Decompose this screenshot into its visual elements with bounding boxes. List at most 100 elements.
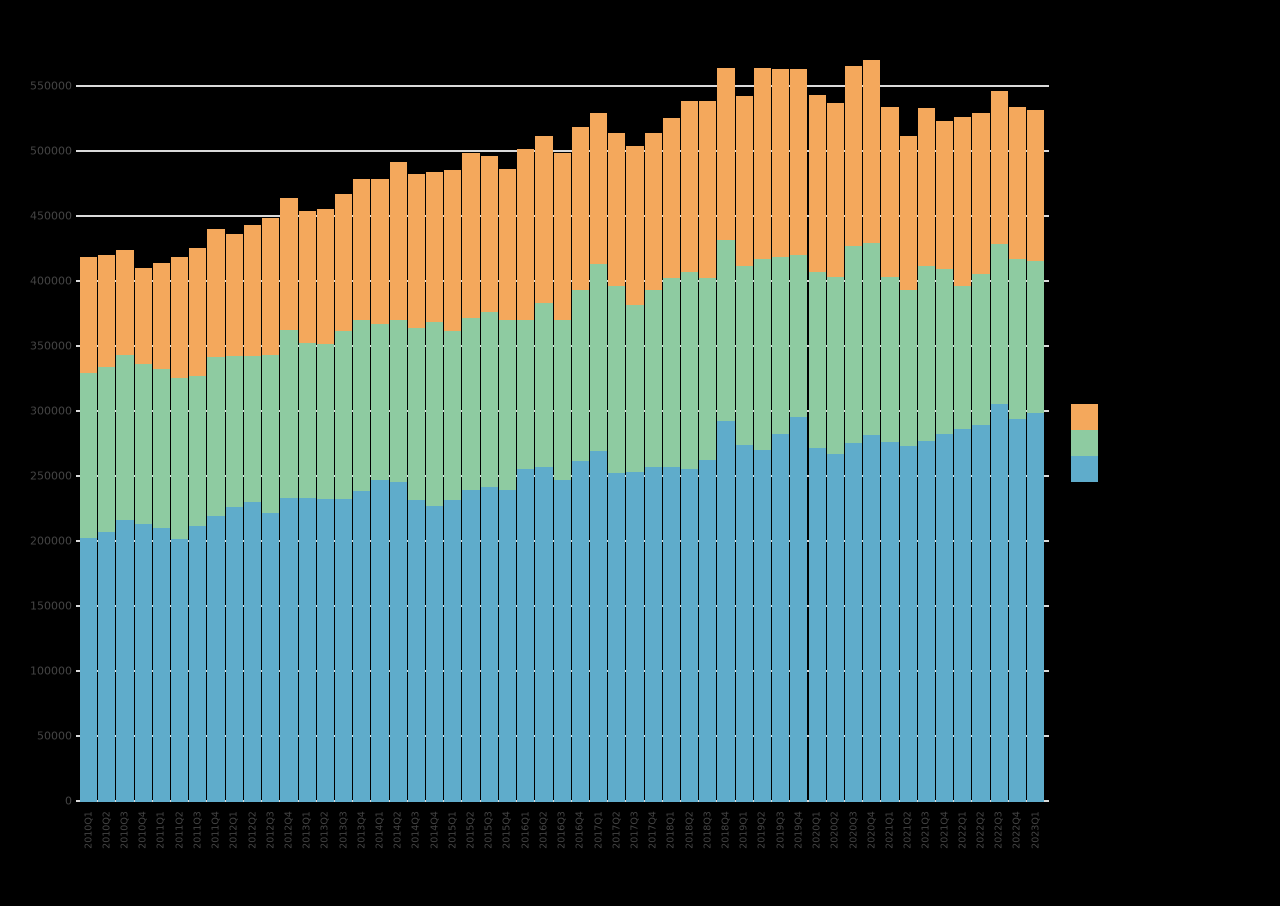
y-tick-label: 500000 [30, 144, 72, 158]
y-tick-label: 550000 [30, 79, 72, 93]
segment-blue [407, 500, 426, 802]
segment-green [535, 302, 553, 467]
bar-2021Q3 [917, 107, 935, 802]
x-tick-label: 2011Q2 [174, 811, 186, 849]
segment-orange [644, 132, 662, 290]
segment-orange [480, 155, 498, 312]
segment-orange [954, 116, 972, 286]
segment-orange [389, 162, 407, 320]
segment-orange [553, 153, 571, 320]
segment-green [116, 354, 134, 520]
segment-blue [98, 531, 116, 802]
segment-blue [1008, 418, 1027, 802]
x-tick-label: 2019Q3 [775, 811, 787, 849]
segment-green [644, 289, 662, 467]
x-tick-label: 2020Q2 [829, 811, 841, 849]
bar-2023Q1 [1027, 110, 1045, 802]
segment-green [717, 240, 735, 422]
segment-green [936, 269, 954, 435]
segment-blue [990, 404, 1008, 802]
y-tick-label: 450000 [30, 209, 72, 223]
bar-2012Q2 [243, 224, 262, 802]
bar-2018Q2 [681, 101, 699, 802]
y-tick-label: 250000 [30, 469, 72, 483]
x-tick-label: 2016Q1 [520, 811, 532, 849]
segment-blue [844, 443, 863, 802]
segment-green [917, 266, 935, 441]
segment-blue [772, 434, 790, 802]
x-tick-label: 2012Q2 [247, 811, 259, 849]
x-tick-label: 2013Q3 [338, 811, 350, 849]
segment-green [826, 276, 844, 454]
bar-2016Q1 [517, 149, 535, 802]
bar-2012Q3 [262, 218, 280, 802]
segment-blue [644, 466, 662, 802]
x-tick-label: 2013Q1 [301, 811, 313, 849]
segment-blue [262, 513, 280, 802]
segment-orange [1027, 110, 1045, 262]
bar-2013Q3 [334, 193, 353, 802]
y-tick-label: 100000 [30, 664, 72, 678]
segment-green [681, 271, 699, 470]
x-tick-label: 2019Q1 [738, 811, 750, 849]
segment-orange [316, 209, 334, 345]
bar-2010Q4 [134, 267, 152, 802]
segment-blue [808, 448, 826, 802]
segment-green [171, 378, 189, 540]
x-tick-label: 2018Q4 [720, 811, 732, 849]
x-tick-label: 2014Q1 [374, 811, 386, 849]
segment-orange [735, 96, 753, 267]
bar-2012Q4 [280, 197, 298, 802]
bar-2019Q3 [772, 68, 790, 802]
segment-orange [298, 210, 316, 344]
segment-green [571, 289, 589, 462]
segment-green [553, 319, 571, 480]
segment-green [426, 322, 444, 506]
segment-orange [334, 193, 353, 332]
segment-blue [626, 471, 644, 802]
segment-orange [98, 254, 116, 367]
segment-green [98, 366, 116, 532]
segment-green [735, 266, 753, 445]
x-tick-label: 2015Q3 [483, 811, 495, 849]
segment-blue [225, 506, 243, 802]
segment-blue [753, 449, 772, 802]
segment-green [444, 331, 462, 501]
segment-blue [444, 500, 462, 802]
segment-orange [881, 106, 899, 277]
x-tick-label: 2016Q2 [538, 811, 550, 849]
x-tick-label: 2017Q3 [629, 811, 641, 849]
bar-2013Q2 [316, 209, 334, 802]
x-tick-label: 2020Q1 [811, 811, 823, 849]
segment-orange [972, 113, 990, 275]
segment-green [316, 344, 334, 500]
bar-2011Q4 [207, 228, 225, 802]
segment-orange [353, 179, 371, 320]
segment-blue [972, 425, 990, 802]
segment-blue [316, 499, 334, 802]
segment-green [152, 369, 171, 528]
bar-2019Q2 [753, 67, 772, 802]
segment-green [462, 318, 480, 490]
bar-2021Q2 [899, 136, 917, 802]
segment-blue [717, 421, 735, 802]
segment-blue [189, 526, 207, 802]
segment-green [262, 354, 280, 514]
segment-blue [735, 444, 753, 802]
segment-blue [681, 469, 699, 802]
segment-blue [699, 460, 717, 802]
x-tick-label: 2013Q2 [319, 811, 331, 849]
bar-2016Q2 [535, 136, 553, 802]
x-tick-label: 2017Q4 [647, 811, 659, 849]
segment-green [371, 323, 389, 480]
segment-green [608, 285, 626, 474]
segment-green [699, 278, 717, 461]
segment-orange [844, 66, 863, 246]
segment-green [990, 244, 1008, 405]
x-tick-label: 2011Q4 [210, 811, 222, 849]
gridline [75, 85, 1049, 87]
segment-green [954, 285, 972, 429]
segment-green [1008, 258, 1027, 419]
